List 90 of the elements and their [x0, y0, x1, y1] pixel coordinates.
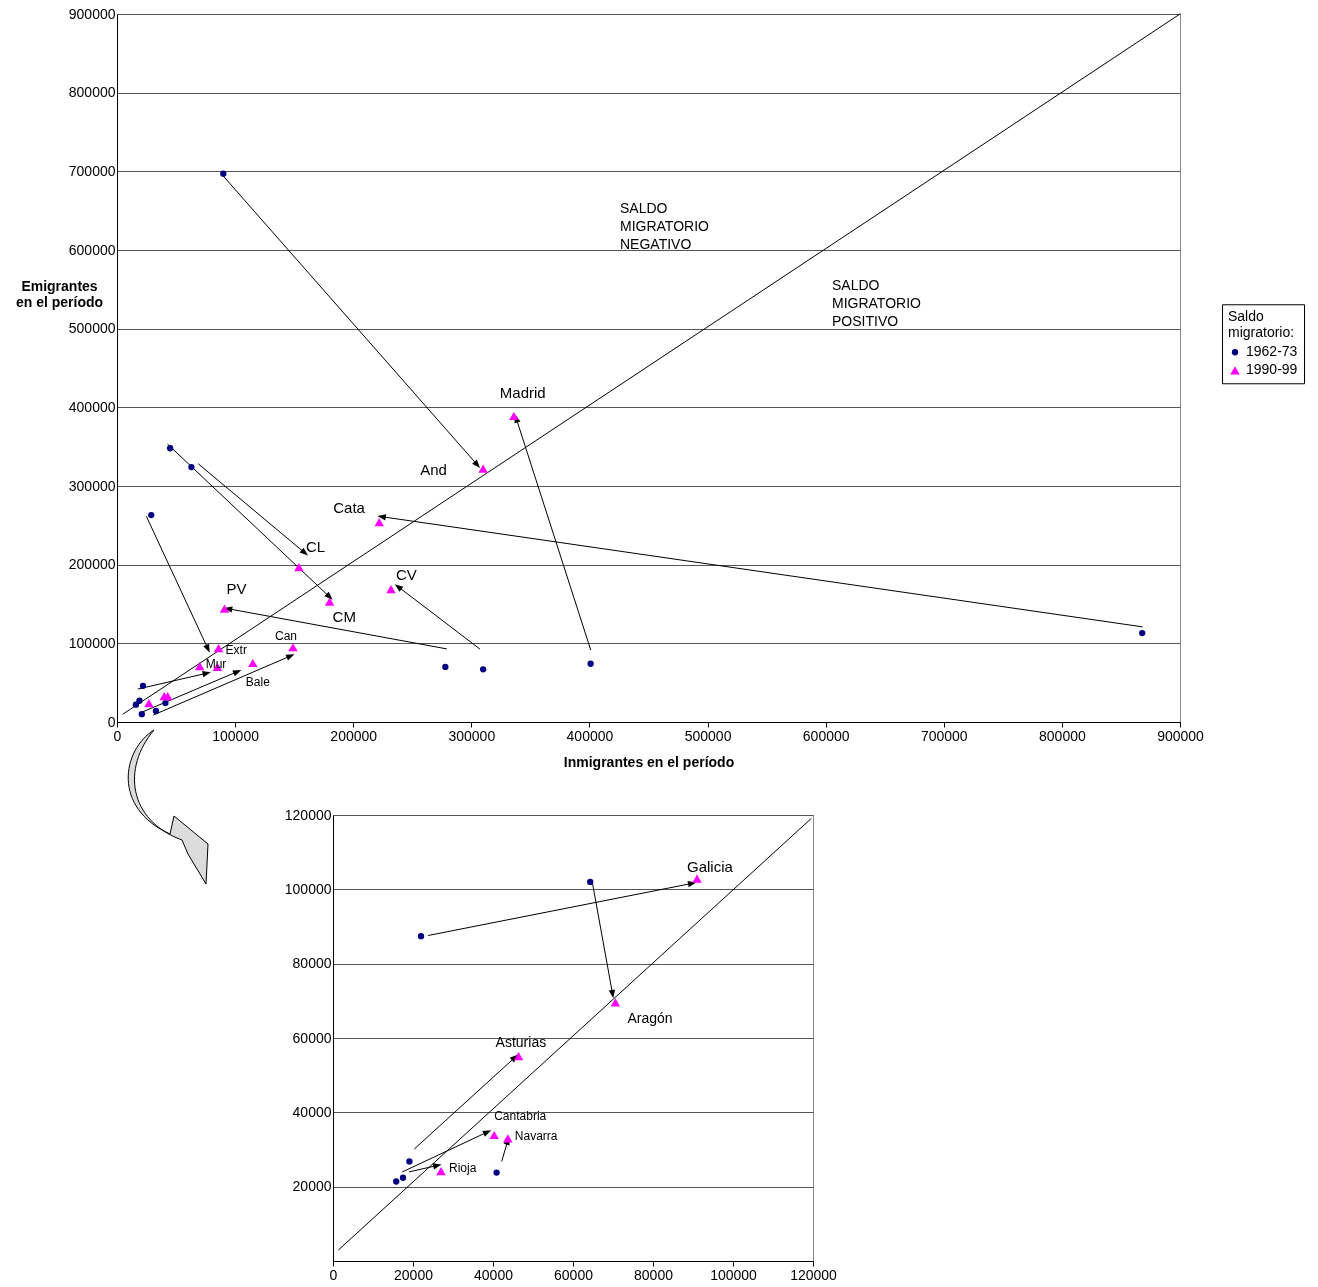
point [162, 699, 169, 707]
legend-label: 1962-73 [1246, 343, 1298, 360]
y-tick-label: 20000 [292, 1178, 332, 1195]
annotation: Galicia [687, 857, 734, 875]
x-tick-label: 40000 [474, 1266, 514, 1283]
x-tick-label: 300000 [448, 727, 496, 744]
point [213, 643, 224, 653]
x-tick-label: 900000 [1157, 727, 1205, 744]
legend-label: 1990-99 [1246, 361, 1298, 378]
point [152, 707, 160, 715]
annotation: Can [274, 629, 297, 644]
x-tick-label: 120000 [790, 1266, 838, 1283]
x-axis-title: Inmigrantes en el período [563, 753, 735, 770]
point [1139, 629, 1146, 637]
annotation: CL [305, 538, 326, 556]
annotation: Rioja [449, 1161, 477, 1176]
point [399, 1174, 407, 1181]
point [136, 697, 143, 704]
y-tick-label: 500000 [68, 320, 116, 337]
x-tick-label: 700000 [920, 727, 968, 744]
x-tick-label: 400000 [566, 727, 614, 744]
point [406, 1158, 413, 1165]
point [386, 584, 396, 594]
x-tick-label: 500000 [684, 727, 732, 744]
point [587, 660, 594, 667]
point [324, 597, 335, 606]
y-tick-label: 40000 [292, 1103, 332, 1120]
annotation: And [420, 460, 447, 478]
annotation: Madrid [499, 383, 546, 401]
point [166, 445, 174, 452]
y-tick-label: 0 [107, 713, 116, 730]
point [248, 658, 258, 668]
y-tick-label: 900000 [68, 5, 116, 22]
point [188, 463, 195, 471]
y-tick-label: 300000 [68, 477, 116, 494]
y-tick-label: 400000 [68, 398, 116, 415]
x-tick-label: 20000 [394, 1266, 434, 1283]
annotation: PV [226, 579, 247, 597]
x-tick-label: 60000 [554, 1266, 594, 1283]
point [478, 464, 488, 473]
y-tick-label: 800000 [68, 84, 116, 101]
y-tick-label: 120000 [284, 806, 332, 823]
annotation: Cantabria [494, 1109, 547, 1124]
y-tick-label: 60000 [292, 1029, 332, 1046]
y-tick-label: 700000 [68, 162, 116, 179]
annotation: CV [396, 566, 417, 584]
annotation: Extr [225, 643, 247, 658]
y-tick-label: 80000 [292, 955, 332, 972]
x-tick-label: 100000 [212, 727, 260, 744]
annotation: Aragón [627, 1010, 673, 1027]
point [393, 1178, 400, 1185]
point [132, 701, 140, 708]
y-tick-label: 600000 [68, 241, 116, 258]
point [220, 170, 227, 177]
annotation: Bale [245, 675, 271, 689]
point [417, 933, 425, 940]
y-tick-label: 200000 [68, 556, 116, 573]
x-tick-label: 200000 [330, 727, 378, 744]
point [489, 1130, 499, 1140]
annotation: Mur [205, 657, 227, 672]
y-tick-label: 100000 [284, 880, 332, 897]
point [163, 691, 173, 701]
point [148, 511, 155, 519]
point [610, 998, 621, 1007]
point [442, 663, 449, 671]
annotation: CM [332, 607, 356, 625]
x-tick-label: 600000 [802, 727, 850, 744]
annotation: SALDO MIGRATORIO POSITIVO [832, 277, 922, 329]
point [436, 1166, 446, 1176]
annotation: Cata [333, 499, 366, 517]
x-tick-label: 100000 [710, 1266, 758, 1283]
point [479, 666, 487, 673]
point [144, 699, 154, 708]
annotation: SALDO MIGRATORIO NEGATIVO [620, 200, 710, 252]
point [493, 1169, 500, 1176]
annotation: Navarra [514, 1129, 558, 1144]
point [587, 878, 594, 886]
point [288, 643, 298, 652]
x-tick-label: 80000 [634, 1266, 674, 1283]
point [374, 518, 384, 527]
y-axis-title: Emigrantes en el período [15, 278, 104, 311]
legend-title: Saldo migratorio: [1228, 308, 1295, 341]
point [194, 662, 205, 671]
point [692, 874, 702, 883]
point [294, 562, 304, 572]
point [138, 710, 145, 718]
y-tick-label: 100000 [68, 634, 116, 651]
point [139, 682, 147, 689]
annotation: Asturias [495, 1034, 547, 1051]
x-tick-label: 800000 [1039, 727, 1086, 744]
